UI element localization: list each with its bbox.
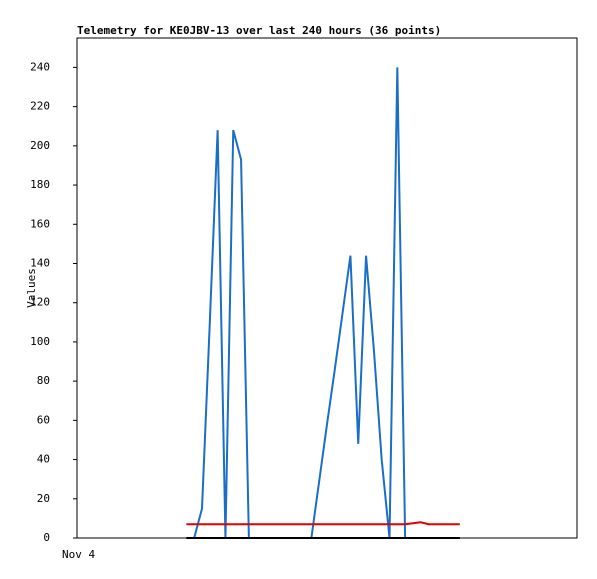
y-tick-label: 140 [30, 256, 50, 269]
y-tick-label: 60 [37, 413, 50, 426]
y-tick-label: 40 [37, 453, 50, 466]
chart-title: Telemetry for KE0JBV-13 over last 240 ho… [77, 24, 441, 37]
y-tick-label: 160 [30, 217, 50, 230]
y-tick-label: 20 [37, 492, 50, 505]
y-axis-label: Values [25, 268, 38, 308]
y-tick-label: 240 [30, 60, 50, 73]
series-line [186, 67, 460, 539]
y-tick-label: 220 [30, 100, 50, 113]
series-line [186, 521, 460, 526]
y-tick-label: 100 [30, 335, 50, 348]
y-tick-label: 200 [30, 139, 50, 152]
x-tick-label: Nov 4 [62, 548, 95, 561]
plot-frame [76, 37, 578, 539]
y-tick-label: 120 [30, 296, 50, 309]
y-tick-label: 180 [30, 178, 50, 191]
y-tick-label: 0 [43, 531, 50, 544]
y-tick-label: 80 [37, 374, 50, 387]
